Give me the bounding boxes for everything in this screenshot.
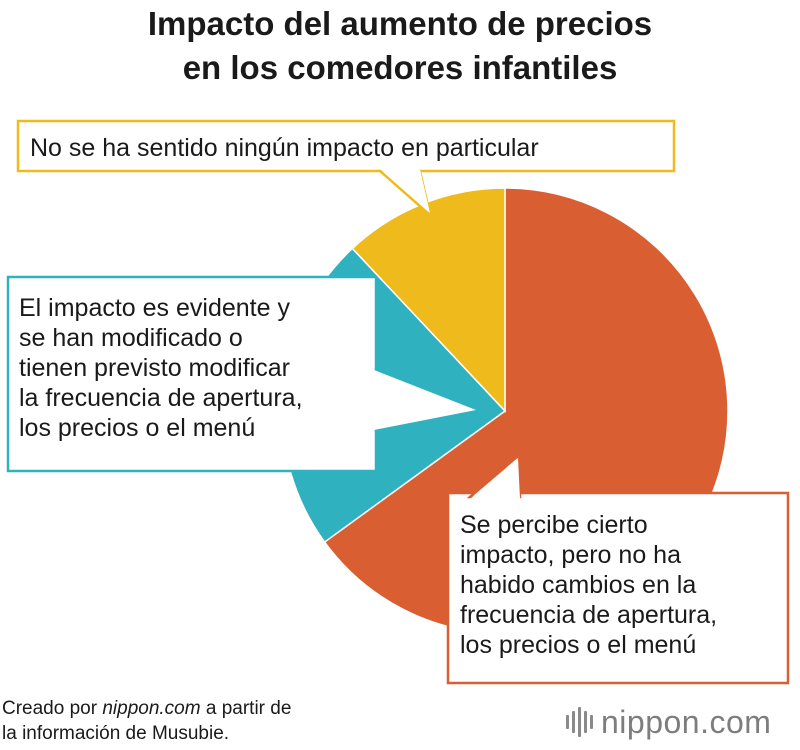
- chart-title-line-1: Impacto del aumento de precios: [147, 5, 653, 42]
- chart-title: Impacto del aumento de precios en los co…: [0, 2, 800, 90]
- source-prefix: Creado por: [2, 698, 103, 719]
- pie-chart: Se percibe cierto impacto, pero no ha habi…: [6, 119, 790, 685]
- callout-label-2-line-3: tienen previsto modificar: [19, 354, 290, 382]
- callout-3: No se ha sentido ningún impacto en parti…: [16, 119, 676, 219]
- callout-label-2-line-4: la frecuencia de apertura,: [19, 384, 303, 412]
- callout-1: Se percibe cierto impacto, pero no ha habi…: [446, 453, 790, 685]
- callout-label-1: Se percibe cierto impacto, pero no ha habi…: [460, 511, 717, 659]
- callout-label-2-line-2: se han modificado o: [19, 324, 243, 352]
- pie-callouts: Se percibe cierto impacto, pero no ha habi…: [6, 119, 790, 685]
- source-site: nippon.com: [102, 698, 201, 719]
- logo-text: nippon.com: [601, 703, 772, 740]
- callout-label-3-line-1: No se ha sentido ningún impacto en parti…: [30, 134, 539, 162]
- callout-label-1-line-3: habido cambios en la: [460, 571, 696, 599]
- source-note: Creado por nippon.com a partir de la inf…: [2, 696, 291, 746]
- callout-box-3: [16, 119, 676, 173]
- callout-label-1-line-4: frecuencia de apertura,: [460, 601, 717, 629]
- nippon-logo: nippon.com: [566, 702, 771, 742]
- callout-label-2-line-1: El impacto es evidente y: [19, 294, 290, 322]
- logo-bars-icon: [566, 707, 593, 737]
- source-suffix: a partir de: [200, 698, 292, 719]
- source-line-2: la información de Musubie.: [2, 723, 230, 744]
- callout-box-1: [446, 491, 790, 685]
- chart-title-line-2: en los comedores infantiles: [182, 49, 618, 86]
- callout-box-2: [6, 275, 378, 473]
- callout-label-1-line-5: los precios o el menú: [460, 631, 696, 659]
- callout-label-1-line-1: Se percibe cierto: [460, 511, 648, 539]
- callout-label-3: No se ha sentido ningún impacto en parti…: [30, 134, 539, 162]
- callout-label-2: El impacto es evidente y se han modificad…: [19, 294, 303, 442]
- callout-2: El impacto es evidente y se han modificad…: [6, 275, 483, 473]
- callout-label-2-line-5: los precios o el menú: [19, 414, 255, 442]
- callout-label-1-line-2: impacto, pero no ha: [460, 541, 681, 569]
